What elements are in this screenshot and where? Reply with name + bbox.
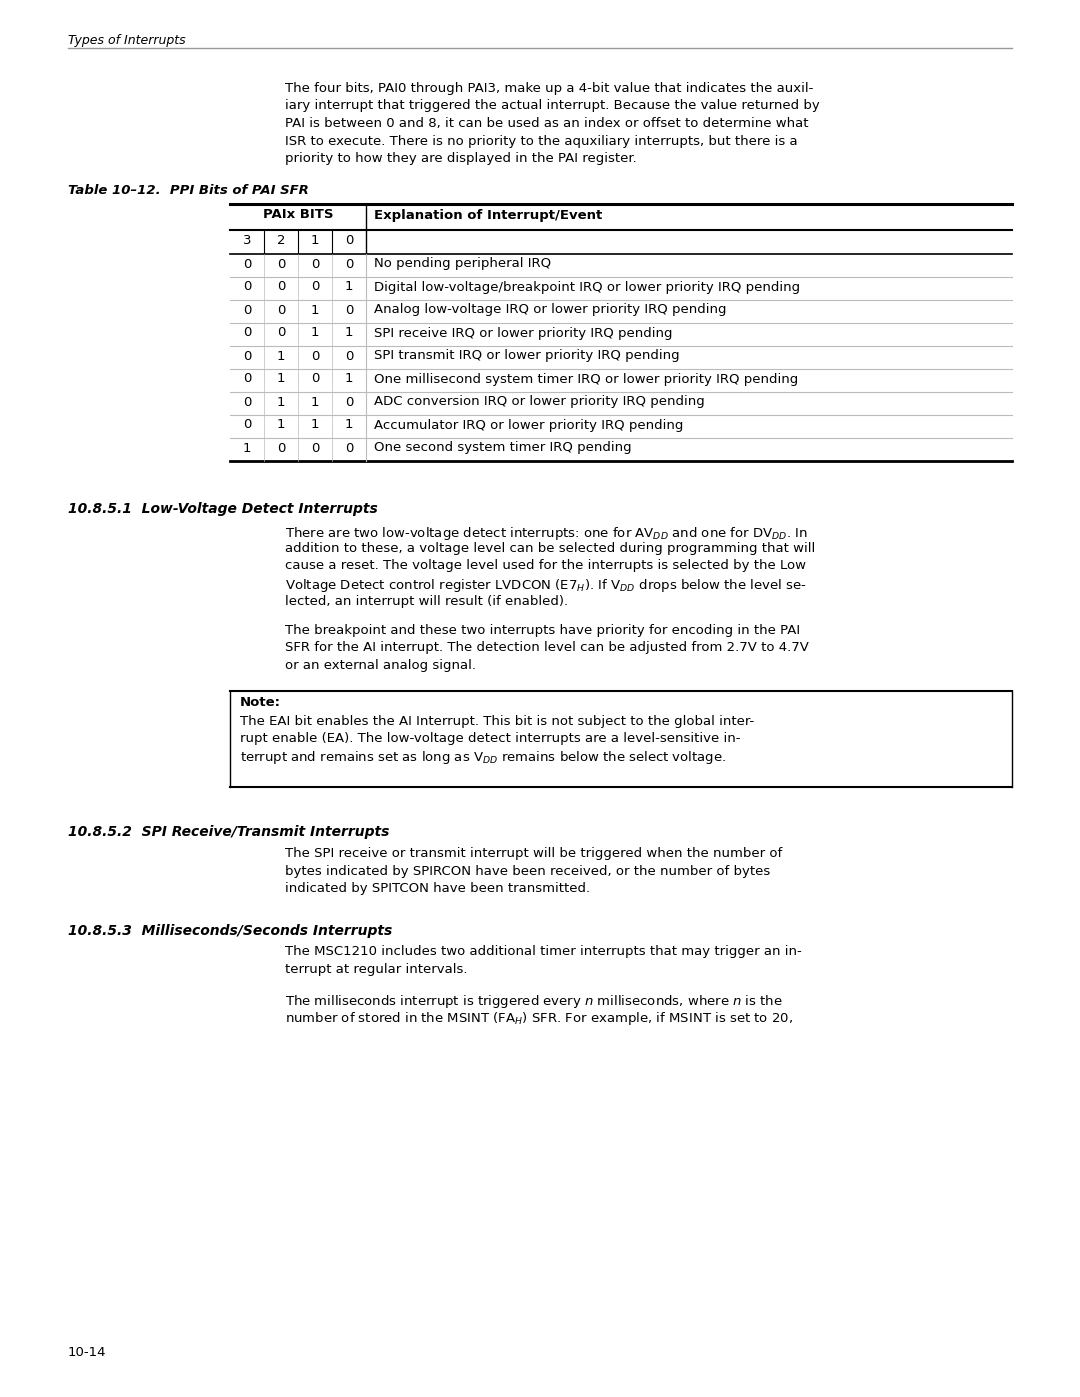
- Text: 0: 0: [311, 257, 320, 271]
- Text: The MSC1210 includes two additional timer interrupts that may trigger an in-: The MSC1210 includes two additional time…: [285, 946, 801, 958]
- Text: 10.8.5.3  Milliseconds/Seconds Interrupts: 10.8.5.3 Milliseconds/Seconds Interrupts: [68, 923, 392, 937]
- Text: 0: 0: [276, 327, 285, 339]
- Text: 0: 0: [243, 395, 252, 408]
- Text: 1: 1: [345, 419, 353, 432]
- Text: 0: 0: [243, 327, 252, 339]
- Text: One second system timer IRQ pending: One second system timer IRQ pending: [374, 441, 632, 454]
- Text: 1: 1: [311, 419, 320, 432]
- Text: 0: 0: [276, 303, 285, 317]
- Text: 1: 1: [276, 349, 285, 362]
- Text: SFR for the AI interrupt. The detection level can be adjusted from 2.7V to 4.7V: SFR for the AI interrupt. The detection …: [285, 641, 809, 655]
- Text: 0: 0: [311, 281, 320, 293]
- Text: 10.8.5.2  SPI Receive/Transmit Interrupts: 10.8.5.2 SPI Receive/Transmit Interrupts: [68, 826, 390, 840]
- Text: terrupt and remains set as long as V$_{DD}$ remains below the select voltage.: terrupt and remains set as long as V$_{D…: [240, 750, 726, 767]
- Text: Accumulator IRQ or lower priority IRQ pending: Accumulator IRQ or lower priority IRQ pe…: [374, 419, 684, 432]
- Text: 10.8.5.1  Low-Voltage Detect Interrupts: 10.8.5.1 Low-Voltage Detect Interrupts: [68, 503, 378, 517]
- Text: 1: 1: [311, 233, 320, 246]
- Text: 0: 0: [345, 257, 353, 271]
- Text: Analog low-voltage IRQ or lower priority IRQ pending: Analog low-voltage IRQ or lower priority…: [374, 303, 727, 317]
- Text: 1: 1: [345, 281, 353, 293]
- Text: No pending peripheral IRQ: No pending peripheral IRQ: [374, 257, 551, 271]
- Text: 0: 0: [276, 441, 285, 454]
- Text: 10-14: 10-14: [68, 1345, 107, 1359]
- Text: The four bits, PAI0 through PAI3, make up a 4-bit value that indicates the auxil: The four bits, PAI0 through PAI3, make u…: [285, 82, 813, 95]
- Text: indicated by SPITCON have been transmitted.: indicated by SPITCON have been transmitt…: [285, 882, 590, 895]
- Text: 0: 0: [276, 281, 285, 293]
- Text: The EAI bit enables the AI Interrupt. This bit is not subject to the global inte: The EAI bit enables the AI Interrupt. Th…: [240, 714, 754, 728]
- Text: 1: 1: [276, 395, 285, 408]
- Text: 0: 0: [243, 281, 252, 293]
- Text: 0: 0: [311, 349, 320, 362]
- Text: rupt enable (EA). The low-voltage detect interrupts are a level-sensitive in-: rupt enable (EA). The low-voltage detect…: [240, 732, 741, 745]
- Text: 1: 1: [311, 303, 320, 317]
- Text: 2: 2: [276, 233, 285, 246]
- Text: or an external analog signal.: or an external analog signal.: [285, 659, 476, 672]
- Text: 0: 0: [345, 441, 353, 454]
- Text: 0: 0: [243, 303, 252, 317]
- Text: 0: 0: [345, 395, 353, 408]
- Text: 0: 0: [243, 257, 252, 271]
- Text: 0: 0: [345, 349, 353, 362]
- Text: terrupt at regular intervals.: terrupt at regular intervals.: [285, 963, 468, 977]
- Text: 0: 0: [243, 349, 252, 362]
- Text: PAI is between 0 and 8, it can be used as an index or offset to determine what: PAI is between 0 and 8, it can be used a…: [285, 117, 809, 130]
- Text: Table 10–12.  PPI Bits of PAI SFR: Table 10–12. PPI Bits of PAI SFR: [68, 183, 309, 197]
- Text: Digital low-voltage/breakpoint IRQ or lower priority IRQ pending: Digital low-voltage/breakpoint IRQ or lo…: [374, 281, 800, 293]
- Text: The breakpoint and these two interrupts have priority for encoding in the PAI: The breakpoint and these two interrupts …: [285, 624, 800, 637]
- Text: 0: 0: [345, 303, 353, 317]
- Text: bytes indicated by SPIRCON have been received, or the number of bytes: bytes indicated by SPIRCON have been rec…: [285, 865, 770, 877]
- Text: addition to these, a voltage level can be selected during programming that will: addition to these, a voltage level can b…: [285, 542, 815, 555]
- Text: ADC conversion IRQ or lower priority IRQ pending: ADC conversion IRQ or lower priority IRQ…: [374, 395, 705, 408]
- Text: 0: 0: [345, 233, 353, 246]
- Text: Voltage Detect control register LVDCON (E7$_H$). If V$_{DD}$ drops below the lev: Voltage Detect control register LVDCON (…: [285, 577, 807, 594]
- Text: 0: 0: [311, 441, 320, 454]
- Text: 1: 1: [243, 441, 252, 454]
- Text: The SPI receive or transmit interrupt will be triggered when the number of: The SPI receive or transmit interrupt wi…: [285, 847, 782, 861]
- Text: Note:: Note:: [240, 697, 281, 710]
- Text: 0: 0: [311, 373, 320, 386]
- Text: 3: 3: [243, 233, 252, 246]
- Text: 1: 1: [276, 373, 285, 386]
- Text: 1: 1: [311, 327, 320, 339]
- Text: lected, an interrupt will result (if enabled).: lected, an interrupt will result (if ena…: [285, 595, 568, 608]
- Text: 0: 0: [243, 373, 252, 386]
- Text: Types of Interrupts: Types of Interrupts: [68, 34, 186, 47]
- Text: SPI transmit IRQ or lower priority IRQ pending: SPI transmit IRQ or lower priority IRQ p…: [374, 349, 679, 362]
- Text: number of stored in the MSINT (FA$_H$) SFR. For example, if MSINT is set to 20,: number of stored in the MSINT (FA$_H$) S…: [285, 1010, 793, 1027]
- Text: Explanation of Interrupt/Event: Explanation of Interrupt/Event: [374, 208, 603, 222]
- Text: PAIx BITS: PAIx BITS: [262, 208, 334, 222]
- Text: cause a reset. The voltage level used for the interrupts is selected by the Low: cause a reset. The voltage level used fo…: [285, 560, 806, 573]
- Text: There are two low-voltage detect interrupts: one for AV$_{DD}$ and one for DV$_{: There are two low-voltage detect interru…: [285, 524, 808, 542]
- Text: 0: 0: [243, 419, 252, 432]
- Text: priority to how they are displayed in the PAI register.: priority to how they are displayed in th…: [285, 152, 637, 165]
- Text: 0: 0: [276, 257, 285, 271]
- Text: 1: 1: [276, 419, 285, 432]
- Text: The milliseconds interrupt is triggered every $n$ milliseconds, where $n$ is the: The milliseconds interrupt is triggered …: [285, 992, 783, 1010]
- Text: 1: 1: [345, 327, 353, 339]
- Text: ISR to execute. There is no priority to the aquxiliary interrupts, but there is : ISR to execute. There is no priority to …: [285, 134, 798, 148]
- Text: 1: 1: [345, 373, 353, 386]
- Text: iary interrupt that triggered the actual interrupt. Because the value returned b: iary interrupt that triggered the actual…: [285, 99, 820, 113]
- Text: One millisecond system timer IRQ or lower priority IRQ pending: One millisecond system timer IRQ or lowe…: [374, 373, 798, 386]
- Text: 1: 1: [311, 395, 320, 408]
- Text: SPI receive IRQ or lower priority IRQ pending: SPI receive IRQ or lower priority IRQ pe…: [374, 327, 673, 339]
